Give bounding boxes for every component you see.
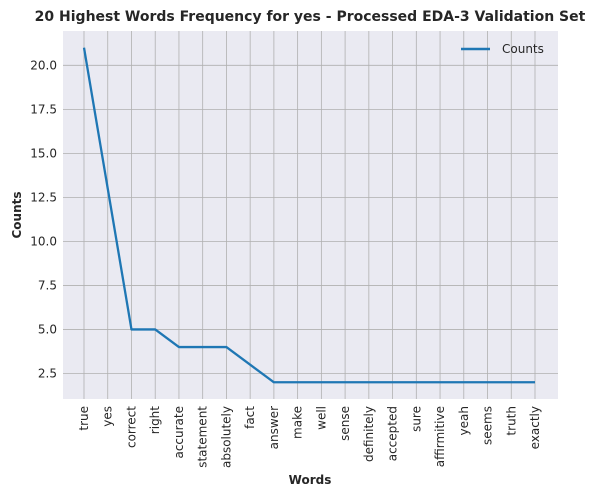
x-tick-labels: true yes correct right accurate statement abso…	[77, 406, 542, 468]
x-tick-label: well	[314, 406, 328, 430]
y-tick-label: 5.0	[38, 322, 57, 336]
x-tick-label: sure	[409, 406, 423, 432]
x-tick-label: absolutely	[219, 406, 233, 468]
y-tick-label: 20.0	[30, 58, 57, 72]
y-tick-label: 15.0	[30, 146, 57, 160]
x-tick-label: exactly	[528, 406, 542, 449]
y-tick-label: 7.5	[38, 278, 57, 292]
y-tick-label: 2.5	[38, 366, 57, 380]
y-axis-label: Counts	[10, 191, 24, 238]
x-tick-label: right	[148, 406, 162, 434]
plot-area	[63, 31, 558, 399]
x-tick-label: answer	[267, 406, 281, 449]
x-tick-label: make	[291, 406, 305, 439]
x-axis-label: Words	[289, 473, 332, 487]
y-tick-label: 12.5	[30, 190, 57, 204]
chart-title: 20 Highest Words Frequency for yes - Pro…	[35, 9, 586, 25]
y-tick-label: 10.0	[30, 234, 57, 248]
y-tick-label: 17.5	[30, 102, 57, 116]
legend-label: Counts	[502, 42, 544, 56]
x-tick-label: true	[77, 406, 91, 431]
x-tick-label: yes	[101, 406, 115, 427]
x-tick-label: statement	[196, 406, 210, 468]
y-tick-labels: 2.5 5.0 7.5 10.0 12.5 15.0 17.5 20.0	[30, 58, 57, 380]
x-tick-label: correct	[124, 406, 138, 448]
x-tick-label: accepted	[386, 406, 400, 461]
x-tick-label: definitely	[362, 406, 376, 462]
x-tick-label: sense	[338, 406, 352, 441]
x-tick-label: accurate	[172, 406, 186, 459]
x-tick-label: seems	[481, 406, 495, 445]
x-tick-label: affirmitive	[433, 406, 447, 467]
x-tick-label: fact	[243, 406, 257, 429]
x-tick-label: truth	[504, 406, 518, 436]
x-tick-label: yeah	[457, 406, 471, 435]
